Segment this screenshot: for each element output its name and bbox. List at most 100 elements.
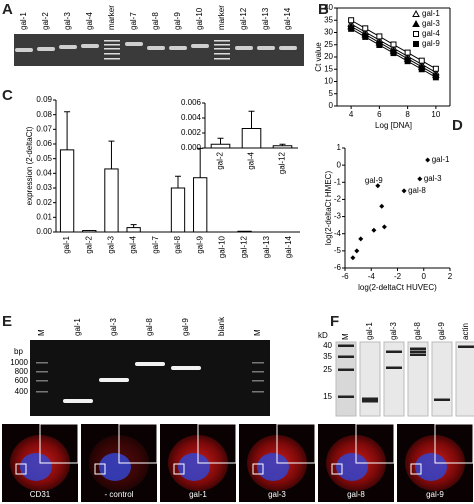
gel-band: [125, 42, 143, 46]
blot-strip: [335, 341, 357, 417]
lane-label: gal-9: [173, 12, 182, 30]
y-tick-label: 0.04: [36, 168, 52, 177]
legend-label: gal-1: [422, 9, 440, 18]
bar: [210, 143, 231, 149]
lane-label: gal-4: [85, 12, 94, 30]
point: [401, 188, 407, 194]
y-tick-label: 35: [324, 15, 333, 24]
lane-label: marker: [107, 5, 116, 30]
x-tick-label: 8: [405, 110, 410, 119]
gel-band: [99, 378, 129, 382]
lane-label: gal-13: [261, 7, 270, 30]
lane-label: marker: [217, 5, 226, 30]
bar: [241, 128, 262, 149]
x-tick-label: -4: [368, 272, 376, 281]
lane-label: gal-2: [41, 12, 50, 30]
x-tick-label: gal-13: [262, 235, 271, 258]
error-bar: [197, 147, 204, 178]
error-bar: [217, 137, 224, 145]
gel-band: [135, 362, 165, 366]
y-tick-label: 0.00: [36, 227, 52, 236]
lane-label: gal-14: [283, 7, 292, 30]
blot-band: [410, 353, 426, 356]
blot-band: [338, 344, 354, 347]
gel-band: [235, 46, 253, 50]
gel-band: [214, 48, 230, 50]
y-tick-label: 0.000: [181, 143, 202, 152]
marker: [418, 66, 425, 73]
y-tick-label: 15: [324, 64, 333, 73]
point: [381, 224, 387, 230]
y-tick-label: -6: [334, 263, 342, 272]
legend-marker: [412, 9, 420, 17]
blot-band: [362, 397, 378, 403]
gel-band: [252, 362, 264, 364]
panel-letter: E: [2, 313, 12, 330]
error-bar: [248, 110, 255, 129]
y-tick-label: -4: [334, 229, 342, 238]
y-axis-label: log(2-deltaCt HMEC): [324, 171, 333, 246]
x-axis-label: log(2-deltaCt HUVEC): [358, 283, 437, 292]
zoom-box: [15, 463, 27, 475]
gel-band: [104, 58, 120, 60]
lane-label: blank: [217, 316, 226, 336]
marker: [432, 65, 439, 72]
x-tick-label: 4: [349, 110, 354, 119]
lane-label: gal-9: [181, 318, 190, 336]
zoom-inset: [355, 423, 395, 464]
bar: [170, 187, 186, 233]
gel-band: [59, 45, 77, 49]
error-bar: [279, 143, 286, 146]
gel-band: [214, 58, 230, 60]
size-label: 1000: [10, 358, 28, 367]
y-tick-label: 0.08: [36, 110, 52, 119]
lane-label: gal-3: [63, 12, 72, 30]
y-tick-label: 0: [337, 160, 342, 169]
gel-band: [169, 46, 187, 50]
nucleus: [415, 453, 447, 481]
size-unit: bp: [14, 347, 23, 356]
y-tick-label: 0.06: [36, 139, 52, 148]
x-tick-label: gal-2: [216, 151, 225, 169]
bar: [126, 227, 141, 233]
x-axis-label: Log [DNA]: [375, 121, 412, 130]
size-label: 15: [323, 392, 332, 401]
y-tick-label: 25: [324, 40, 333, 49]
zoom-box: [94, 463, 106, 475]
y-tick-label: 0.004: [181, 113, 202, 122]
size-label: 600: [15, 376, 29, 385]
lane-label: M: [37, 329, 46, 336]
x-tick-label: gal-4: [129, 235, 138, 253]
panel-letter: C: [2, 87, 13, 104]
gel-band: [36, 371, 48, 373]
blot-strip: [359, 341, 381, 417]
x-tick-label: gal-2: [84, 235, 93, 253]
y-tick-label: -3: [334, 212, 342, 221]
lane-label: gal-3: [109, 318, 118, 336]
image-label: CD31: [30, 490, 51, 499]
x-tick-label: gal-10: [217, 235, 226, 258]
blot-band: [434, 398, 450, 401]
image-label: gal-3: [268, 490, 286, 499]
nucleus: [20, 453, 52, 481]
bar: [272, 145, 293, 149]
nucleus: [99, 453, 131, 481]
x-tick-label: gal-4: [247, 151, 256, 169]
size-label: 400: [15, 387, 29, 396]
point-label: gal-8: [408, 186, 426, 195]
zoom-inset: [276, 423, 316, 464]
point-label: gal-1: [432, 155, 450, 164]
lane-label: gal-1: [73, 318, 82, 336]
error-bar: [108, 140, 115, 169]
lane-label: M: [341, 333, 350, 340]
gel-band: [252, 391, 264, 393]
x-tick-label: gal-12: [240, 235, 249, 258]
point: [417, 176, 423, 182]
gel-band: [36, 362, 48, 364]
gel-image: [30, 340, 270, 416]
error-bar: [64, 111, 71, 150]
y-tick-label: 5: [329, 89, 334, 98]
x-tick-label: -6: [341, 272, 349, 281]
marker: [348, 25, 355, 32]
